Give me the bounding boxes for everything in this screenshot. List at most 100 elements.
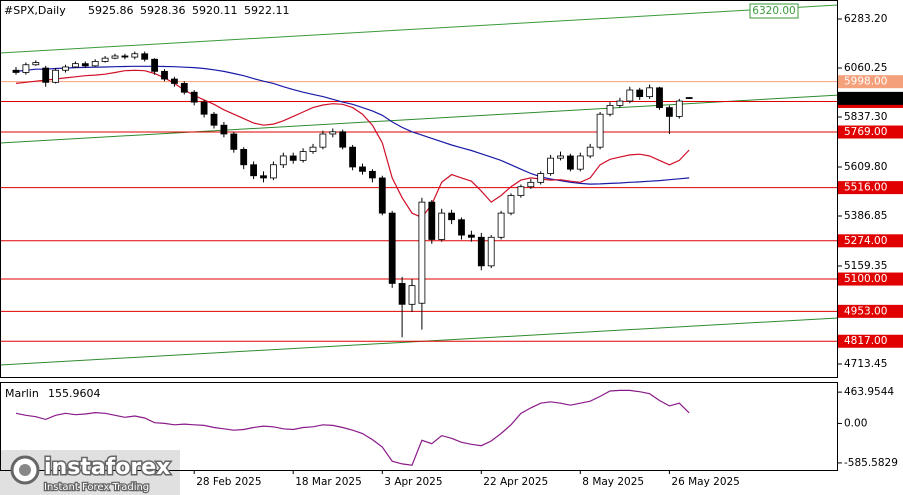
candle-body — [131, 53, 139, 58]
candle-body — [52, 69, 59, 83]
candle-body — [507, 195, 515, 214]
candle-body — [606, 105, 614, 115]
candle-body — [576, 155, 584, 170]
candle-body — [220, 124, 228, 135]
candle-body — [309, 146, 317, 152]
y-tick-label: 4713.45 — [844, 358, 887, 370]
main-frame — [0, 0, 838, 378]
candle-body — [210, 113, 218, 126]
candle-body — [527, 181, 535, 188]
level-label: 5998.00 — [844, 76, 887, 88]
x-tick-label: 26 May 2025 — [671, 476, 739, 488]
plot-area — [0, 4, 839, 366]
level-label-bg — [838, 334, 903, 348]
candle-body — [685, 97, 693, 99]
candle-body — [62, 66, 69, 71]
logo-tagline: Instant Forex Trading — [44, 482, 149, 493]
candle-body — [616, 100, 624, 106]
candle-body — [596, 113, 604, 148]
candle-body — [666, 107, 673, 117]
candle-body — [467, 234, 475, 238]
candle-body — [388, 212, 396, 284]
y-tick-label: 5609.80 — [844, 161, 887, 173]
candle-body — [180, 83, 188, 93]
candle-body — [368, 170, 376, 179]
candle-body — [111, 55, 119, 59]
candle-body — [517, 186, 525, 196]
candle-body — [289, 155, 297, 161]
candle-body — [586, 146, 594, 157]
level-label-bg — [838, 75, 903, 89]
level-label-bg — [838, 181, 903, 195]
annotation: 6320.00 — [752, 5, 795, 17]
candle-body — [675, 100, 683, 117]
candle-body — [537, 173, 545, 183]
indicator-line — [15, 389, 690, 466]
candle-body — [408, 285, 416, 305]
x-tick-label: 8 May 2025 — [582, 476, 644, 488]
candle-body — [646, 87, 653, 98]
candle-body — [448, 212, 456, 221]
candle-body — [260, 175, 267, 179]
candle-body — [329, 131, 337, 135]
candle-body — [497, 212, 505, 238]
candle-body — [359, 166, 366, 172]
y-tick-label: 5159.35 — [844, 260, 887, 272]
logo-text: instaforex — [44, 455, 170, 480]
candle-body — [349, 146, 357, 168]
x-tick-label: 22 Apr 2025 — [483, 476, 548, 488]
x-tick-label: 3 Apr 2025 — [384, 476, 442, 488]
candle-body — [32, 62, 40, 66]
logo-icon-core — [19, 464, 31, 476]
indicator-tick-label: -585.5829 — [844, 457, 898, 469]
candle-body — [557, 155, 564, 159]
candle-body — [279, 155, 287, 166]
candle-body — [170, 78, 178, 84]
candle-body — [458, 219, 465, 236]
candle-body — [378, 177, 386, 214]
candle-body — [656, 87, 663, 109]
moving-average — [15, 65, 690, 185]
candle-body — [626, 89, 634, 102]
indicator-frame — [0, 382, 838, 471]
candle-body — [230, 133, 238, 150]
level-label: 4817.00 — [844, 335, 887, 347]
level-label-bg — [838, 125, 903, 139]
candle-body — [190, 91, 198, 103]
candle-body — [398, 283, 406, 305]
level-label: 4953.00 — [844, 305, 887, 317]
candle-body — [418, 201, 426, 304]
trendline — [0, 94, 839, 144]
candle-body — [161, 70, 168, 80]
level-label-bg — [838, 234, 903, 248]
candle-body — [319, 133, 327, 148]
candle-body — [477, 236, 485, 267]
candle-body — [101, 57, 109, 62]
indicator-tick-label: 0.00 — [844, 417, 867, 429]
open: 5925.86 — [88, 4, 134, 17]
candle-body — [438, 212, 446, 240]
logo: instaforex Instant Forex Trading — [0, 450, 180, 495]
low: 5920.11 — [192, 4, 238, 17]
y-tick-label: 6060.25 — [844, 62, 887, 74]
y-tick-label: 5837.30 — [844, 111, 887, 123]
indicator-tick-label: 463.9544 — [844, 386, 894, 398]
candle-body — [250, 164, 258, 177]
level-label: 5769.00 — [844, 126, 887, 138]
candle-body — [91, 61, 99, 67]
candle-body — [547, 157, 554, 174]
symbol: #SPX,Daily — [4, 4, 66, 17]
current-price — [838, 91, 903, 105]
candle-body — [22, 64, 30, 73]
moving-average — [15, 69, 690, 219]
indicator-value: 155.9604 — [48, 387, 101, 400]
candle-body — [567, 155, 574, 170]
level-label-bg — [838, 304, 903, 318]
candle-body — [636, 89, 644, 98]
level-label: 5274.00 — [844, 235, 887, 247]
x-tick-label: 18 Mar 2025 — [295, 476, 362, 488]
candle-body — [141, 53, 149, 60]
candle-body — [151, 58, 159, 72]
candle-body — [269, 164, 277, 179]
candle-body — [428, 201, 436, 240]
